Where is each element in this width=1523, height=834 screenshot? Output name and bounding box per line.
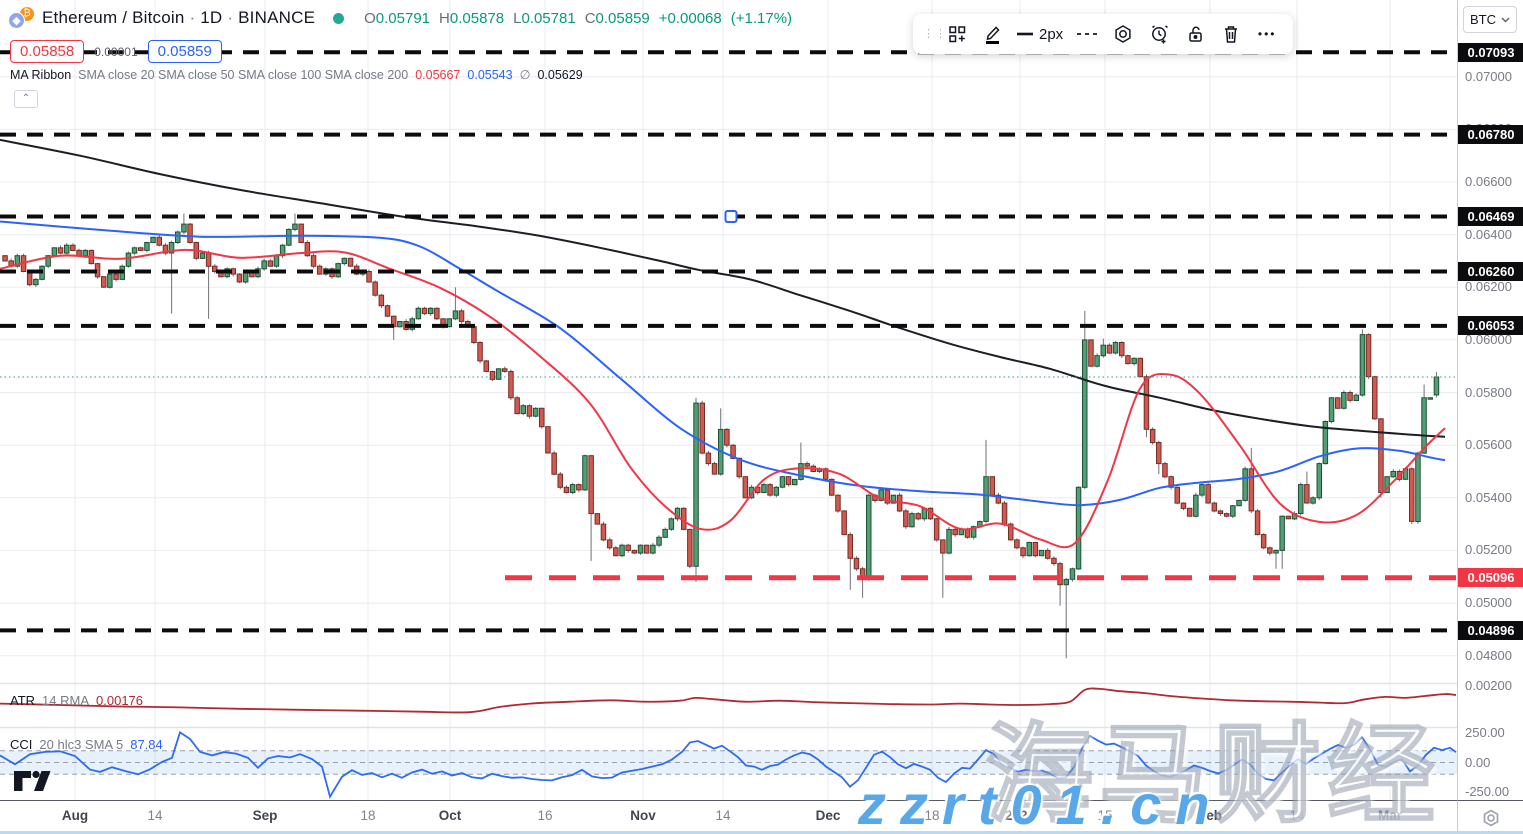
time-axis-label: 14 [1289, 808, 1305, 823]
time-axis[interactable]: Aug 14 Sep 18 Oct 16 Nov 14 Dec 18 2024 15 Feb 14 Mar [0, 800, 1457, 834]
cci-line [0, 730, 1457, 799]
price-axis-label: 0.05600 [1465, 437, 1512, 453]
time-axis-label: 2024 [1004, 808, 1036, 823]
time-axis-label: 14 [715, 808, 731, 823]
cci-value: 87.84 [130, 737, 163, 752]
bottom-strip [0, 831, 1523, 834]
price-change-pct: (+1.17%) [730, 9, 793, 27]
time-axis-label: Nov [630, 808, 656, 823]
time-axis-label: Sep [252, 808, 278, 823]
settings-icon[interactable] [1107, 19, 1139, 49]
price-axis-label: 0.06600 [1465, 174, 1512, 189]
time-axis-label: Feb [1197, 808, 1223, 823]
price-axis-label: 0.06000 [1465, 331, 1512, 347]
price-axis-label: 0.05800 [1465, 384, 1512, 400]
cci-legend: CCI 20 hlc3 SMA 5 87.84 [10, 737, 163, 752]
timeframe-label: 1D [200, 8, 223, 27]
toolbar-drag-handle[interactable]: ⋮⋮ [923, 27, 947, 40]
price-axis-label: 0.04800 [1465, 647, 1512, 663]
atr-axis-label: 0.00200 [1465, 678, 1512, 693]
delete-icon[interactable] [1215, 19, 1247, 49]
cci-axis-label: -250.00 [1465, 784, 1510, 799]
time-axis-label: 18 [360, 808, 376, 823]
price-level-badge: 0.06260 [1458, 261, 1523, 281]
ask-price-box[interactable]: 0.05859 [147, 40, 222, 63]
template-add-icon[interactable] [941, 19, 973, 49]
atr-line [0, 687, 1457, 714]
price-level-badge: 0.06053 [1458, 316, 1523, 336]
time-axis-label: Oct [438, 808, 462, 823]
ma-ribbon-legend: MA Ribbon SMA close 20 SMA close 50 SMA … [10, 67, 583, 82]
cci-axis-label: 250.00 [1465, 725, 1505, 740]
price-axis-label: 0.06200 [1465, 279, 1512, 295]
time-axis-label: Mar [1377, 808, 1403, 823]
price-axis-label: 0.05000 [1465, 595, 1512, 611]
level-lines-layer [0, 50, 1457, 633]
sma50-line [0, 220, 1446, 507]
candles-layer [2, 213, 1440, 659]
time-axis-label: Dec [815, 808, 841, 823]
symbol-pair-icon: ₿ ◆ [8, 7, 34, 29]
ohlc-values: O0.05791 H0.05878 L0.05781 C0.05859 +0.0… [364, 9, 793, 27]
tradingview-logo[interactable] [14, 770, 51, 791]
time-axis-label: Aug [61, 808, 89, 823]
ma-ribbon-title[interactable]: MA Ribbon [10, 68, 72, 82]
symbol-title[interactable]: Ethereum / Bitcoin · 1D · BINANCE [42, 8, 316, 27]
bid-price-box[interactable]: 0.05858 [10, 40, 85, 63]
price-level-badge: 0.07093 [1458, 42, 1523, 62]
sma20-value: 0.05667 [415, 68, 461, 82]
sma200-value: 0.05629 [537, 68, 583, 82]
price-level-badge: 0.06469 [1458, 206, 1523, 226]
cci-band [0, 750, 1457, 775]
atr-title[interactable]: ATR [10, 693, 36, 708]
price-level-badge: 0.04896 [1458, 620, 1523, 640]
sma20-line [0, 248, 1446, 549]
sma50-value: 0.05543 [467, 68, 513, 82]
price-axis[interactable]: 0.04800 0.05000 0.05200 0.05400 0.05600 0.058… [1457, 0, 1523, 800]
line-style-icon[interactable] [1071, 19, 1103, 49]
price-level-badge: 0.05096 [1458, 568, 1523, 588]
price-axis-label: 0.05200 [1465, 542, 1512, 558]
grid-layer [0, 0, 1457, 800]
currency-toggle-button[interactable]: BTC [1463, 6, 1517, 33]
atr-value: 0.00176 [96, 693, 144, 708]
price-axis-label: 0.06400 [1465, 226, 1512, 242]
line-width-button[interactable]: 2px [1013, 19, 1067, 49]
more-options-icon[interactable]: ••• [1257, 27, 1277, 41]
color-pencil-icon[interactable] [977, 19, 1009, 49]
cci-axis-label: 0.00 [1465, 755, 1491, 770]
ma-ribbon-params: SMA close 20 SMA close 50 SMA close 100 … [78, 68, 409, 82]
axis-corner [1457, 800, 1523, 834]
drawing-toolbar: ⋮⋮ 2px [913, 14, 1294, 54]
chevron-down-icon [1501, 17, 1510, 22]
symbol-header: ₿ ◆ Ethereum / Bitcoin · 1D · BINANCE O0… [8, 7, 792, 29]
price-axis-label: 0.07000 [1465, 68, 1512, 84]
price-axis-label: 0.05400 [1465, 489, 1512, 505]
price-level-badge: 0.06780 [1458, 125, 1523, 145]
sma100-value: ∅ [519, 68, 531, 82]
atr-legend: ATR 14 RMA 0.00176 [10, 693, 144, 708]
axis-settings-icon[interactable] [1482, 809, 1500, 827]
unlock-icon[interactable] [1179, 19, 1211, 49]
time-axis-label: 16 [537, 808, 553, 823]
ethereum-icon: ◆ [8, 12, 25, 29]
spread-value: 0.00001 [94, 44, 138, 59]
drawing-anchor-handle[interactable] [724, 209, 738, 223]
collapse-legend-button[interactable]: ⌃ [14, 90, 38, 108]
cci-title[interactable]: CCI [10, 737, 33, 752]
market-status-dot[interactable] [333, 12, 345, 24]
time-axis-label: 18 [924, 808, 940, 823]
sma200-line [0, 138, 1446, 438]
chart-canvas[interactable] [0, 0, 1457, 800]
time-axis-label: 14 [147, 808, 163, 823]
bid-ask-row: 0.05858 0.00001 0.05859 [10, 40, 222, 63]
price-change: +0.00068 [658, 9, 722, 27]
time-axis-label: 15 [1097, 808, 1113, 823]
exchange-label: BINANCE [238, 8, 316, 27]
add-alert-icon[interactable] [1143, 19, 1175, 49]
